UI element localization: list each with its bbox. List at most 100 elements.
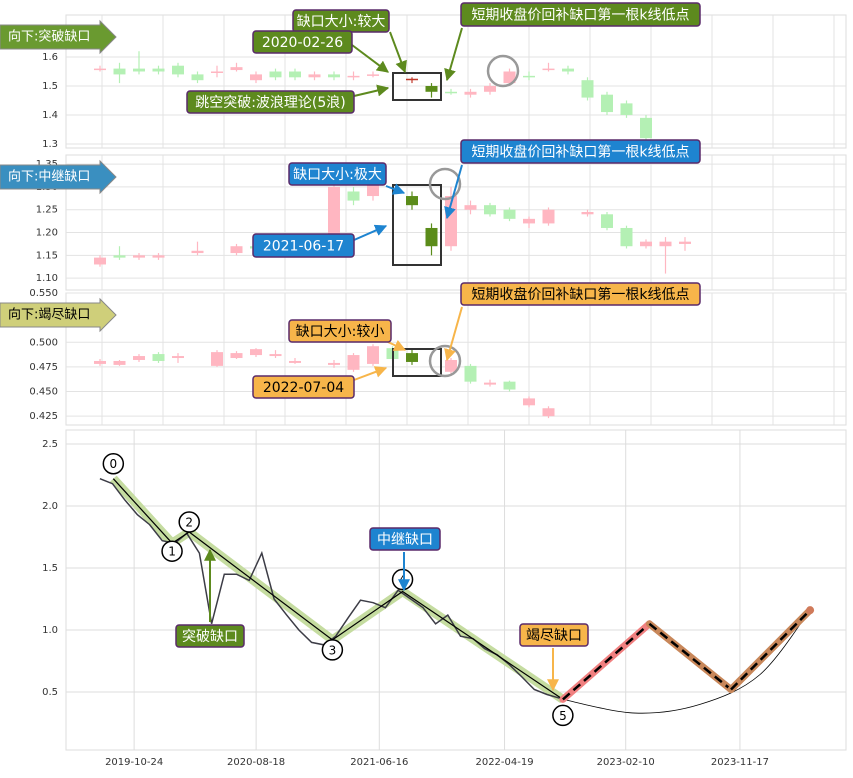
candle-body	[406, 353, 418, 362]
wave-marker	[161, 540, 183, 562]
x-tick-label: 2021-06-16	[350, 757, 408, 768]
panel-tag-label: 向下:突破缺口	[8, 29, 90, 45]
candle-body	[523, 218, 535, 224]
y-tick-label: 0.425	[29, 411, 58, 422]
candle-body	[113, 68, 126, 75]
y-tick-label: 0.500	[29, 337, 58, 348]
projection-dash	[730, 609, 811, 691]
candle-body	[464, 91, 477, 95]
candle-body	[347, 355, 360, 370]
y-tick-label: 1.6	[42, 52, 58, 63]
candle-body	[640, 117, 652, 139]
annotation-text: 短期收盘价回补缺口第一根k线低点	[471, 144, 689, 161]
candle-body	[328, 362, 340, 365]
y-tick-label: 1.10	[36, 273, 58, 284]
x-tick-label: 2022-04-19	[475, 757, 533, 768]
candle-body	[191, 74, 204, 81]
x-tick-label: 2020-08-18	[227, 757, 285, 768]
candle-body	[269, 71, 282, 78]
annotation-box	[460, 139, 701, 164]
candle-body	[406, 78, 418, 81]
refill-circle	[428, 167, 462, 201]
wave-marker	[102, 452, 125, 475]
candle-body	[113, 255, 126, 258]
y-tick-label: 2.0	[42, 501, 58, 512]
annotation-text: 中继缺口	[377, 532, 433, 548]
candle-body	[152, 68, 165, 72]
candle-body	[503, 71, 516, 84]
annotation-box	[519, 623, 589, 647]
wave-line	[112, 478, 564, 700]
annotation-text: 2022-07-04	[263, 380, 344, 396]
candle-body	[133, 356, 145, 360]
projection-dash	[648, 622, 732, 691]
candle-body	[464, 205, 477, 210]
candle-body	[367, 74, 379, 76]
annotation-arrow	[389, 31, 407, 74]
y-tick-label: 1.3	[42, 139, 58, 150]
candle-body	[425, 85, 438, 92]
annotation-text: 短期收盘价回补缺口第一根k线低点	[471, 7, 689, 24]
candle-body	[659, 241, 672, 247]
candle-body	[133, 255, 145, 258]
annotation-box	[186, 90, 355, 114]
annotation-box	[288, 319, 392, 343]
x-tick-label: 2023-11-17	[711, 757, 769, 768]
candle-body	[484, 205, 496, 215]
candle-body	[679, 241, 691, 244]
candle-body	[542, 68, 555, 71]
candle-body	[406, 196, 418, 206]
annotation-box	[460, 282, 701, 306]
annotation-box	[369, 527, 441, 551]
y-tick-label: 1.15	[36, 250, 58, 261]
wave-label: 4	[399, 573, 407, 587]
candle-body	[211, 71, 223, 74]
annotation-box	[460, 2, 701, 27]
annotation-arrow	[385, 183, 406, 195]
wave-label: 0	[110, 457, 118, 471]
annotation-arrow	[353, 366, 388, 381]
candle-body	[367, 346, 379, 364]
candle-body	[503, 209, 516, 219]
candle-body	[328, 74, 340, 78]
candle-body	[601, 214, 613, 228]
panel-frame	[65, 292, 847, 426]
candle-body	[620, 227, 633, 247]
wave-marker	[552, 704, 574, 727]
candle-body	[211, 352, 223, 366]
y-tick-label: 1.0	[42, 625, 58, 636]
candle-body	[347, 191, 360, 201]
y-tick-label: 1.20	[36, 228, 58, 239]
annotation-text: 短期收盘价回补缺口第一根k线低点	[471, 286, 689, 303]
panel-tag	[0, 159, 117, 195]
candle-body	[94, 360, 106, 364]
candle-body	[562, 68, 574, 72]
wave-marker	[321, 639, 344, 661]
candle-body	[484, 85, 496, 92]
y-tick-label: 0.550	[29, 288, 58, 299]
annotation-text: 缺口大小:较大	[297, 14, 386, 30]
candle-body	[191, 250, 204, 254]
y-tick-label: 0.5	[42, 687, 58, 698]
y-tick-label: 1.5	[42, 563, 58, 574]
candle-body	[152, 354, 165, 361]
candle-body	[230, 67, 243, 71]
candle-body	[542, 408, 555, 417]
annotation-box	[175, 624, 245, 648]
candle-body	[230, 353, 243, 359]
gap-box	[392, 348, 442, 377]
refill-circle	[428, 344, 462, 378]
wave-label: 2	[185, 516, 193, 530]
annotation-text: 缺口大小:较小	[296, 324, 385, 340]
annotation-arrow	[444, 164, 463, 220]
panel-frame	[65, 14, 847, 149]
candle-body	[484, 382, 496, 385]
candle-body	[152, 255, 165, 258]
annotation-text: 跳空突破:波浪理论(5浪)	[195, 95, 346, 111]
candle-body	[445, 359, 457, 372]
y-tick-label: 0.450	[29, 387, 58, 398]
panel-tag-label: 向下:竭尽缺口	[8, 307, 90, 323]
candle-body	[640, 241, 652, 247]
panel-frame	[65, 429, 847, 751]
